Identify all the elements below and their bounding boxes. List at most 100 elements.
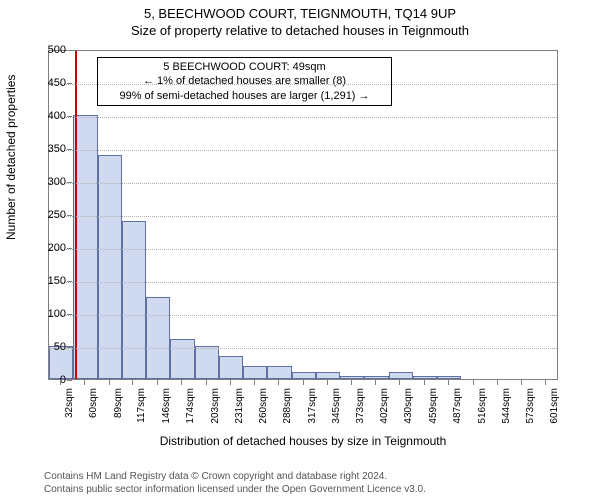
x-tick-mark xyxy=(109,380,110,385)
gridline-h xyxy=(49,315,557,316)
x-tick-mark xyxy=(351,380,352,385)
x-tick-label: 32sqm xyxy=(64,388,75,418)
x-tick-mark xyxy=(497,380,498,385)
title-line-2: Size of property relative to detached ho… xyxy=(0,23,600,38)
x-tick-mark xyxy=(132,380,133,385)
plot-area: 5 BEECHWOOD COURT: 49sqm ← 1% of detache… xyxy=(48,50,558,380)
x-tick-label: 288sqm xyxy=(282,388,293,424)
histogram-bar xyxy=(170,339,194,379)
x-tick-label: 402sqm xyxy=(379,388,390,424)
y-tick-mark xyxy=(67,347,72,348)
chart-title: 5, BEECHWOOD COURT, TEIGNMOUTH, TQ14 9UP… xyxy=(0,0,600,38)
y-tick-label: 100 xyxy=(38,308,66,320)
x-tick-mark xyxy=(473,380,474,385)
annot-line-3: 99% of semi-detached houses are larger (… xyxy=(104,89,385,103)
y-tick-mark xyxy=(67,116,72,117)
gridline-h xyxy=(49,348,557,349)
x-tick-label: 146sqm xyxy=(161,388,172,424)
histogram-bar xyxy=(98,155,122,379)
histogram-bar xyxy=(413,376,437,379)
x-tick-label: 487sqm xyxy=(452,388,463,424)
x-tick-label: 373sqm xyxy=(355,388,366,424)
gridline-h xyxy=(49,216,557,217)
x-tick-mark xyxy=(84,380,85,385)
x-tick-label: 203sqm xyxy=(210,388,221,424)
gridline-h xyxy=(49,282,557,283)
x-axis-label: Distribution of detached houses by size … xyxy=(48,434,558,448)
x-tick-mark xyxy=(399,380,400,385)
y-tick-label: 450 xyxy=(38,77,66,89)
x-tick-label: 260sqm xyxy=(258,388,269,424)
histogram-bar xyxy=(267,366,291,379)
y-tick-label: 0 xyxy=(38,374,66,386)
y-tick-mark xyxy=(67,83,72,84)
y-tick-label: 300 xyxy=(38,176,66,188)
x-tick-mark xyxy=(254,380,255,385)
title-line-1: 5, BEECHWOOD COURT, TEIGNMOUTH, TQ14 9UP xyxy=(0,6,600,21)
x-tick-mark xyxy=(424,380,425,385)
x-tick-mark xyxy=(206,380,207,385)
annot-line-1: 5 BEECHWOOD COURT: 49sqm xyxy=(104,60,385,74)
y-tick-mark xyxy=(67,380,72,381)
histogram-bar xyxy=(364,376,388,379)
x-tick-label: 430sqm xyxy=(403,388,414,424)
y-tick-mark xyxy=(67,215,72,216)
histogram-bar xyxy=(389,372,413,379)
y-tick-mark xyxy=(67,182,72,183)
annotation-box: 5 BEECHWOOD COURT: 49sqm ← 1% of detache… xyxy=(97,57,392,106)
y-tick-mark xyxy=(67,314,72,315)
x-tick-mark xyxy=(278,380,279,385)
histogram-bar xyxy=(243,366,267,379)
y-tick-mark xyxy=(67,149,72,150)
histogram-bar xyxy=(195,346,219,379)
x-tick-label: 573sqm xyxy=(525,388,536,424)
x-tick-mark xyxy=(545,380,546,385)
x-tick-label: 544sqm xyxy=(501,388,512,424)
y-tick-label: 150 xyxy=(38,275,66,287)
x-tick-label: 317sqm xyxy=(307,388,318,424)
y-tick-label: 250 xyxy=(38,209,66,221)
gridline-h xyxy=(49,84,557,85)
x-tick-label: 117sqm xyxy=(136,388,147,423)
x-tick-mark xyxy=(375,380,376,385)
gridline-h xyxy=(49,117,557,118)
annot-line-2: ← 1% of detached houses are smaller (8) xyxy=(104,74,385,88)
x-tick-label: 60sqm xyxy=(88,388,99,418)
gridline-h xyxy=(49,150,557,151)
chart-area: 5 BEECHWOOD COURT: 49sqm ← 1% of detache… xyxy=(48,50,582,430)
y-tick-label: 500 xyxy=(38,44,66,56)
x-tick-mark xyxy=(60,380,61,385)
x-tick-mark xyxy=(157,380,158,385)
histogram-bar xyxy=(437,376,461,379)
y-tick-mark xyxy=(67,281,72,282)
footer-line-1: Contains HM Land Registry data © Crown c… xyxy=(44,471,426,484)
x-tick-mark xyxy=(327,380,328,385)
x-tick-mark xyxy=(230,380,231,385)
y-axis-label: Number of detached properties xyxy=(4,75,18,240)
footer-attribution: Contains HM Land Registry data © Crown c… xyxy=(44,471,426,496)
y-tick-label: 50 xyxy=(38,341,66,353)
x-tick-mark xyxy=(521,380,522,385)
gridline-h xyxy=(49,249,557,250)
y-tick-label: 350 xyxy=(38,143,66,155)
y-tick-label: 200 xyxy=(38,242,66,254)
gridline-h xyxy=(49,183,557,184)
x-tick-label: 345sqm xyxy=(331,388,342,424)
y-tick-mark xyxy=(67,248,72,249)
histogram-bar xyxy=(146,297,170,380)
x-tick-label: 231sqm xyxy=(234,388,245,424)
x-tick-label: 89sqm xyxy=(113,388,124,418)
x-tick-mark xyxy=(181,380,182,385)
x-tick-mark xyxy=(448,380,449,385)
y-tick-label: 400 xyxy=(38,110,66,122)
histogram-bar xyxy=(316,372,340,379)
histogram-bar xyxy=(122,221,146,379)
x-tick-label: 459sqm xyxy=(428,388,439,424)
x-tick-mark xyxy=(303,380,304,385)
x-tick-label: 601sqm xyxy=(549,388,560,424)
x-tick-label: 174sqm xyxy=(185,388,196,424)
x-tick-label: 516sqm xyxy=(477,388,488,424)
histogram-bar xyxy=(292,372,316,379)
histogram-bar xyxy=(219,356,243,379)
footer-line-2: Contains public sector information licen… xyxy=(44,484,426,497)
